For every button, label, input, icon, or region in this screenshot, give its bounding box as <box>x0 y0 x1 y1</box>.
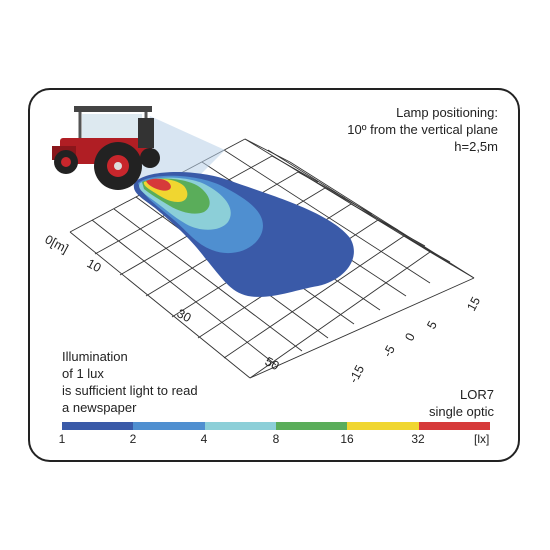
lux-color-scale <box>62 422 490 430</box>
scale-segment-6 <box>418 422 490 430</box>
lateral-label-minus15: -15 <box>346 363 367 386</box>
lateral-axis: 15 5 0 -5 -15 <box>346 295 483 386</box>
illumination-note-line1: Illumination <box>62 349 128 364</box>
scale-tick-4: 4 <box>200 432 208 446</box>
product-optic: single optic <box>428 404 494 419</box>
illumination-note-line4: a newspaper <box>62 400 137 415</box>
distance-axis: 0[m] 10 30 50 <box>43 232 282 373</box>
tractor-icon <box>52 106 160 190</box>
scale-tick-8: 8 <box>272 432 280 446</box>
illumination-note-line3: is sufficient light to read <box>62 383 198 398</box>
lateral-label-0: 0 <box>402 331 418 344</box>
scale-tick-1: 1 <box>58 432 66 446</box>
lamp-positioning-title: Lamp positioning: <box>396 105 498 120</box>
scale-segment-2 <box>133 422 205 430</box>
lateral-label-5: 5 <box>424 319 440 332</box>
lateral-label-minus5: -5 <box>380 343 398 359</box>
distance-label-50: 50 <box>263 354 282 373</box>
distance-label-0: 0[m] <box>43 232 71 256</box>
isolux-map <box>133 172 354 297</box>
isolux-32lx <box>146 178 171 191</box>
scale-segment-5 <box>347 422 419 430</box>
lamp-positioning-height: h=2,5m <box>454 139 498 154</box>
scale-tick-16: 16 <box>340 432 354 446</box>
scale-tick-2: 2 <box>129 432 137 446</box>
illumination-note-line2: of 1 lux <box>62 366 104 381</box>
scale-unit: [lx] <box>474 432 490 446</box>
product-name: LOR7 <box>460 387 494 402</box>
distance-label-30: 30 <box>175 306 194 325</box>
lamp-positioning-note: Lamp positioning: 10º from the vertical … <box>278 104 498 155</box>
product-label: LOR7 single optic <box>354 386 494 420</box>
lux-scale-ticks: 1 2 4 8 16 32 <box>0 430 550 450</box>
scale-segment-3 <box>204 422 276 430</box>
illumination-note: Illumination of 1 lux is sufficient ligh… <box>62 348 198 416</box>
lamp-positioning-angle: 10º from the vertical plane <box>347 122 498 137</box>
distance-label-10: 10 <box>85 256 104 275</box>
scale-segment-4 <box>275 422 348 430</box>
lateral-label-15: 15 <box>464 295 483 314</box>
ground-grid-extension <box>244 138 475 279</box>
scale-tick-32: 32 <box>411 432 425 446</box>
scale-segment-1 <box>62 422 134 430</box>
